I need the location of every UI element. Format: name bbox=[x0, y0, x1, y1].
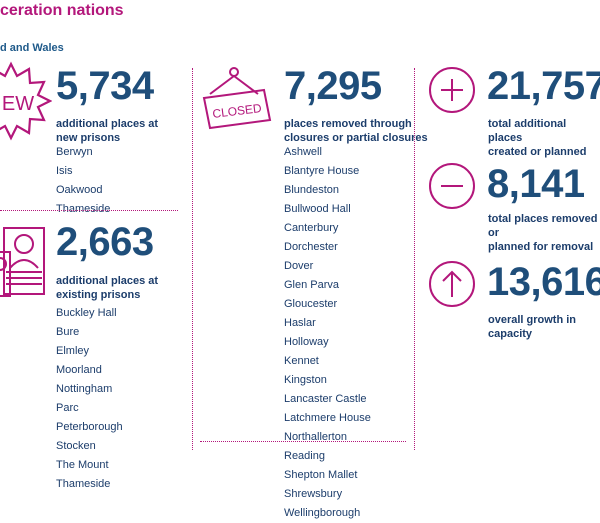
list-item: Oakwood bbox=[56, 184, 103, 196]
list-item: Kingston bbox=[284, 374, 327, 386]
column-divider bbox=[414, 68, 415, 450]
closures-caption: places removed through closures or parti… bbox=[284, 117, 428, 145]
total-added-caption-line1: total additional places bbox=[488, 118, 567, 144]
closed-sign-label: CLOSED bbox=[212, 101, 263, 121]
new-prisons-caption: additional places at new prisons bbox=[56, 117, 158, 145]
overall-growth-caption-line1: overall growth in capacity bbox=[488, 314, 577, 340]
list-item: Shepton Mallet bbox=[284, 469, 358, 481]
list-item: Canterbury bbox=[284, 222, 339, 234]
total-removed-number: 8,141 bbox=[487, 162, 585, 206]
list-item: Blantyre House bbox=[284, 165, 360, 177]
closures-caption-line2: closures or partial closures bbox=[284, 132, 428, 144]
list-item: The Mount bbox=[56, 459, 109, 471]
total-added-caption: total additional places created or plann… bbox=[488, 117, 600, 159]
closed-sign-icon: CLOSED bbox=[200, 64, 276, 143]
closures-caption-line1: places removed through bbox=[284, 118, 412, 130]
up-arrow-circle-icon bbox=[428, 260, 476, 313]
list-item: Glen Parva bbox=[284, 279, 340, 291]
section-divider bbox=[200, 441, 406, 442]
list-item: Wellingborough bbox=[284, 507, 361, 519]
list-item: Bullwood Hall bbox=[284, 203, 351, 215]
list-item: Berwyn bbox=[56, 146, 93, 158]
list-item: Northallerton bbox=[284, 431, 347, 443]
people-icon bbox=[0, 222, 54, 307]
closures-list: Ashwell Blantyre House Blundeston Bullwo… bbox=[284, 143, 371, 523]
list-item: Peterborough bbox=[56, 421, 123, 433]
overall-growth-caption: overall growth in capacity bbox=[488, 313, 600, 341]
list-item: Bure bbox=[56, 326, 80, 338]
new-prisons-caption-line2: new prisons bbox=[56, 132, 121, 144]
minus-circle-icon bbox=[428, 162, 476, 215]
list-item: Isis bbox=[56, 165, 73, 177]
plus-circle-icon bbox=[428, 66, 476, 119]
list-item: Thameside bbox=[56, 203, 111, 215]
closures-number: 7,295 bbox=[284, 64, 382, 108]
existing-prisons-caption-line2: existing prisons bbox=[56, 289, 141, 301]
new-prisons-list: Berwyn Isis Oakwood Thameside bbox=[56, 143, 110, 219]
existing-prisons-number: 2,663 bbox=[56, 220, 154, 264]
list-item: Shrewsbury bbox=[284, 488, 343, 500]
total-added-number: 21,757 bbox=[487, 64, 600, 108]
column-divider bbox=[192, 68, 193, 450]
new-burst-icon: EW bbox=[0, 60, 53, 147]
existing-prisons-caption: additional places at existing prisons bbox=[56, 274, 158, 302]
list-item: Kennet bbox=[284, 355, 319, 367]
list-item: Nottingham bbox=[56, 383, 113, 395]
existing-prisons-caption-line1: additional places at bbox=[56, 275, 159, 287]
list-item: Stocken bbox=[56, 440, 96, 452]
list-item: Thameside bbox=[56, 478, 111, 490]
list-item: Latchmere House bbox=[284, 412, 371, 424]
list-item: Gloucester bbox=[284, 298, 338, 310]
list-item: Blundeston bbox=[284, 184, 340, 196]
total-removed-caption: total places removed or planned for remo… bbox=[488, 212, 600, 254]
total-removed-caption-line2: planned for removal bbox=[488, 241, 594, 253]
overall-growth-number: 13,616 bbox=[487, 260, 600, 304]
total-removed-caption-line1: total places removed or bbox=[488, 213, 598, 239]
list-item: Elmley bbox=[56, 345, 90, 357]
list-item: Dorchester bbox=[284, 241, 338, 253]
list-item: Haslar bbox=[284, 317, 316, 329]
list-item: Dover bbox=[284, 260, 314, 272]
list-item: Moorland bbox=[56, 364, 102, 376]
list-item: Parc bbox=[56, 402, 79, 414]
page-title: ceration nations bbox=[0, 2, 124, 19]
list-item: Holloway bbox=[284, 336, 329, 348]
total-added-caption-line2: created or planned bbox=[488, 146, 587, 158]
section-divider bbox=[0, 210, 178, 211]
list-item: Ashwell bbox=[284, 146, 322, 158]
new-burst-label: EW bbox=[2, 93, 34, 115]
list-item: Lancaster Castle bbox=[284, 393, 367, 405]
new-prisons-caption-line1: additional places at bbox=[56, 118, 159, 130]
list-item: Buckley Hall bbox=[56, 307, 117, 319]
existing-prisons-list: Buckley Hall Bure Elmley Moorland Nottin… bbox=[56, 304, 123, 494]
new-prisons-number: 5,734 bbox=[56, 64, 154, 108]
page-subtitle: d and Wales bbox=[0, 42, 64, 54]
